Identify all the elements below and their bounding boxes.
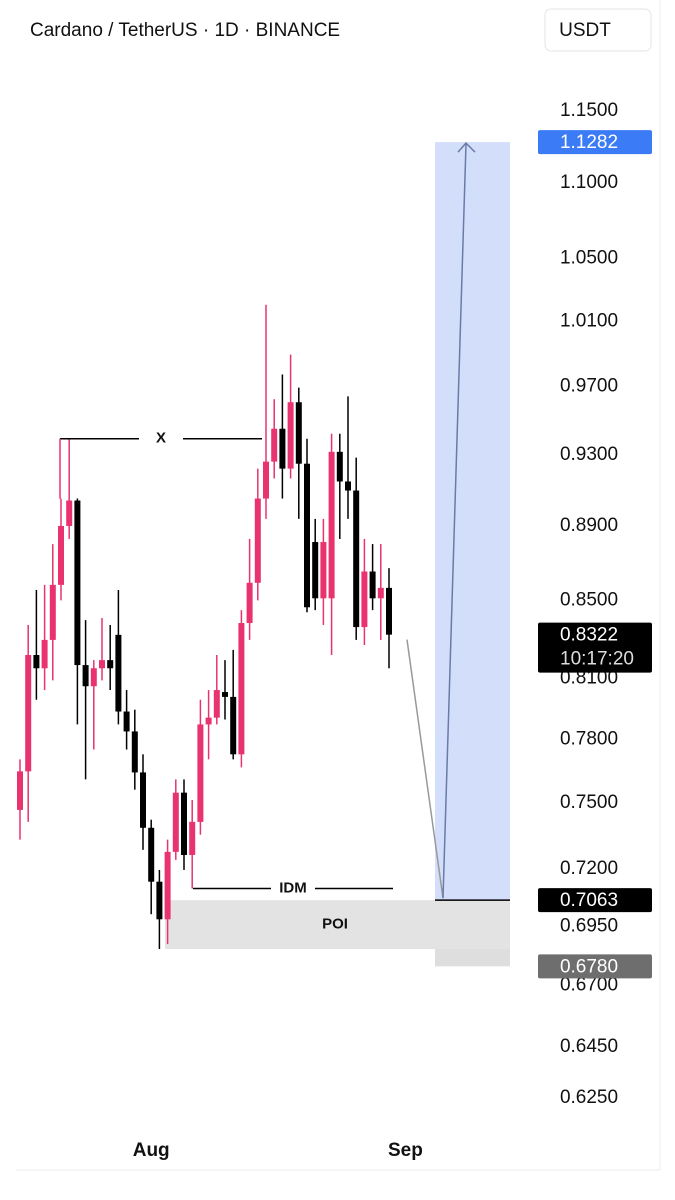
candle-body	[131, 731, 138, 773]
candle-body	[353, 490, 360, 628]
y-tick-label: 1.1500	[560, 100, 618, 121]
candle-body	[246, 582, 253, 624]
candle-body	[82, 665, 89, 687]
candle-body	[123, 711, 130, 732]
y-tick-label: 0.7200	[560, 858, 618, 879]
y-tick-label: 0.8100	[560, 667, 618, 688]
countdown: 10:17:20	[560, 649, 634, 670]
candle-body	[279, 428, 286, 469]
quote-button[interactable]	[544, 8, 652, 52]
candle-body	[115, 634, 122, 712]
candle-body	[172, 792, 179, 852]
candle-body	[271, 428, 278, 462]
y-tick-label: 0.6950	[560, 915, 618, 936]
projection	[442, 144, 467, 899]
zone-label: POI	[322, 916, 348, 933]
projection	[406, 639, 444, 899]
price-tag	[538, 622, 652, 673]
y-tick-label: 1.0100	[560, 310, 618, 331]
candle-body	[377, 587, 384, 599]
candle-body	[33, 655, 40, 669]
y-tick-label: 1.0500	[560, 247, 618, 268]
y-tick-label: 0.6450	[560, 1036, 618, 1057]
x-tick-label: Aug	[133, 1140, 170, 1161]
candle-body	[304, 463, 310, 608]
price-tag-label: 0.6780	[560, 956, 618, 977]
candle-body	[328, 451, 335, 599]
level-label: X	[156, 430, 166, 447]
y-tick-label: 0.7500	[560, 792, 618, 813]
candle-body	[41, 639, 48, 669]
candle-body	[148, 827, 155, 882]
price-tag-label: 0.8322	[560, 625, 618, 646]
price-tag	[538, 888, 652, 913]
y-tick-label: 0.6250	[560, 1087, 618, 1108]
candle-body	[189, 821, 196, 855]
candle-body	[222, 692, 228, 697]
candle-body	[107, 660, 114, 669]
y-tick-label: 0.9700	[560, 376, 618, 397]
candle-body	[25, 655, 32, 772]
candle-body	[181, 792, 187, 855]
candle-body	[369, 571, 376, 599]
candle-body	[197, 724, 204, 822]
candle-body	[90, 668, 97, 687]
projection-arrowhead	[457, 142, 476, 153]
candle-body	[263, 461, 269, 499]
candle-body	[336, 451, 343, 482]
candle-body	[361, 571, 368, 628]
level-label: IDM	[279, 879, 307, 896]
candle-body	[74, 500, 81, 666]
chart-title: Cardano / TetherUS · 1D · BINANCE	[30, 20, 340, 41]
candle-body	[312, 542, 319, 599]
candle-body	[213, 690, 220, 718]
candle-body	[156, 881, 163, 920]
candle-body	[287, 402, 294, 469]
candle-body	[254, 498, 261, 583]
candle-body	[66, 500, 73, 526]
candle-body	[17, 771, 23, 810]
candle-body	[49, 584, 56, 640]
y-tick-label: 0.9300	[560, 444, 618, 465]
candle-body	[320, 542, 327, 599]
price-tag-label: 0.7063	[560, 890, 618, 911]
x-tick-label: Sep	[388, 1140, 423, 1161]
y-tick-label: 0.8900	[560, 515, 618, 536]
candle-body	[99, 660, 105, 669]
candle-body	[140, 772, 146, 828]
y-tick-label: 0.7800	[560, 729, 618, 750]
y-tick-label: 1.1000	[560, 172, 618, 193]
price-tag	[538, 954, 652, 979]
y-tick-label: 0.8500	[560, 589, 618, 610]
candle-body	[230, 696, 237, 755]
price-tag	[538, 130, 652, 155]
candle-body	[386, 587, 392, 635]
y-tick-label: 0.6700	[560, 975, 618, 996]
candle-body	[238, 623, 245, 755]
price-tag-label: 1.1282	[560, 132, 618, 153]
candle-body	[345, 481, 351, 491]
quote-button-label[interactable]: USDT	[559, 20, 611, 41]
candle-body	[295, 402, 302, 464]
candle-body	[58, 525, 64, 585]
zone	[165, 900, 510, 950]
candle-body	[164, 851, 171, 920]
candle-body	[205, 717, 212, 725]
